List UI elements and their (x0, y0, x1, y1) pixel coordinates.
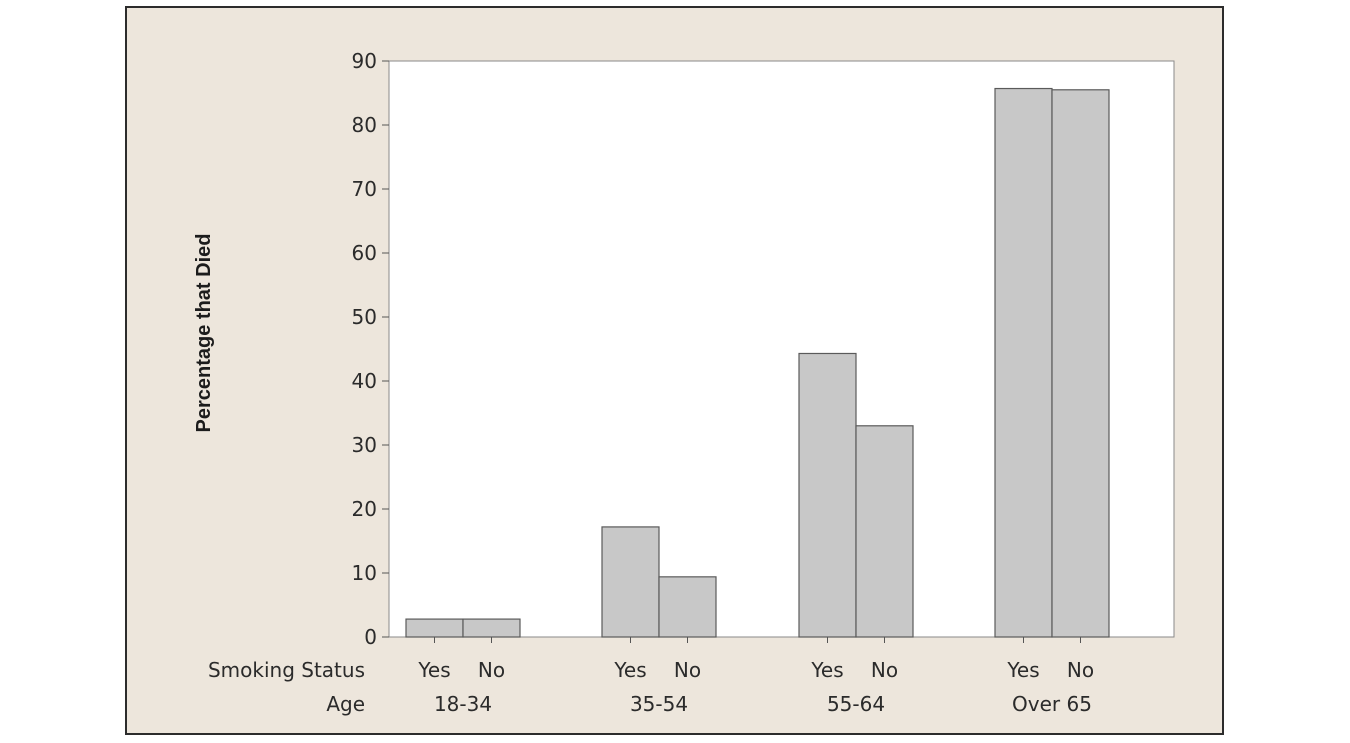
bar-over-65-no (1051, 89, 1110, 638)
smoking-status-tick-label: Yes (417, 658, 450, 682)
age-row-label: Age (326, 692, 365, 716)
y-axis-label: Percentage that Died (193, 234, 215, 433)
smoking-status-tick-label: Yes (810, 658, 843, 682)
y-tick-label: 80 (352, 113, 377, 137)
age-tick-label: Over 65 (1012, 692, 1092, 716)
y-tick-label: 0 (364, 625, 377, 649)
y-tick-label: 20 (352, 497, 377, 521)
bar-55-64-yes (798, 352, 857, 638)
smoking-status-tick-label: No (1067, 658, 1094, 682)
bar-chart: 0 10 20 30 40 50 60 70 80 90 Yes No 18-34 Yes No 35-54 Y… (193, 49, 1175, 716)
smoking-status-tick-label: No (674, 658, 701, 682)
y-tick-label: 40 (352, 369, 377, 393)
bar-18-34-yes (405, 618, 464, 638)
bar-35-54-yes (601, 526, 660, 638)
y-tick-label: 60 (352, 241, 377, 265)
smoking-status-tick-label: Yes (1006, 658, 1039, 682)
y-tick-label: 90 (352, 49, 377, 73)
axes-layer: 0 10 20 30 40 50 60 70 80 90 Yes No 18-34 Yes No 35-54 Y… (352, 49, 1095, 716)
y-tick-label: 50 (352, 305, 377, 329)
age-tick-label: 35-54 (630, 692, 688, 716)
y-tick-label: 10 (352, 561, 377, 585)
bar-18-34-no (462, 618, 521, 638)
smoking-status-tick-label: No (478, 658, 505, 682)
bar-55-64-no (855, 425, 914, 638)
age-tick-label: 55-64 (827, 692, 885, 716)
y-tick-label: 30 (352, 433, 377, 457)
chart-frame: 0 10 20 30 40 50 60 70 80 90 Yes No 18-34 Yes No 35-54 Y… (125, 6, 1224, 735)
bars-layer (405, 87, 1110, 638)
bar-35-54-no (658, 576, 717, 638)
smoking-status-tick-label: No (871, 658, 898, 682)
bar-over-65-yes (994, 87, 1053, 638)
y-tick-label: 70 (352, 177, 377, 201)
smoking-status-tick-label: Yes (613, 658, 646, 682)
age-tick-label: 18-34 (434, 692, 492, 716)
smoking-status-row-label: Smoking Status (208, 658, 365, 682)
